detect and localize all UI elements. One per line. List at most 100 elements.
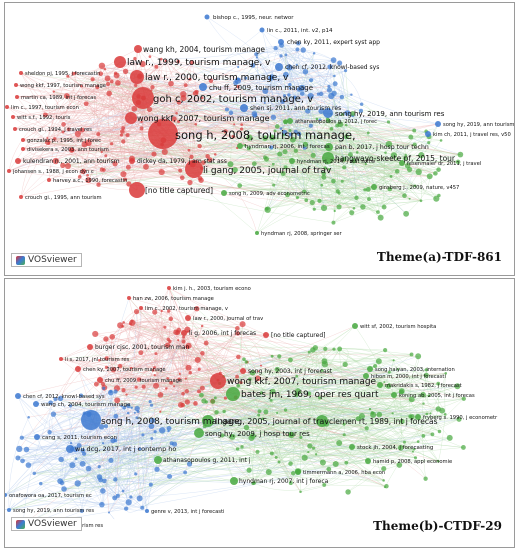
network-labels-b: kim j. h., 2003, tourism econo han zw, 20… (9, 286, 498, 529)
network-node (134, 405, 140, 412)
network-node (376, 411, 383, 418)
network-edge (126, 472, 186, 509)
network-edge (180, 404, 415, 450)
network-edge (22, 437, 450, 526)
network-node (157, 391, 164, 398)
network-edge (183, 87, 285, 96)
network-edge (60, 459, 101, 481)
network-edge (8, 117, 132, 172)
network-edge (352, 110, 389, 123)
network-edge (271, 119, 321, 148)
network-node-main (316, 415, 328, 427)
network-node (208, 78, 214, 83)
network-node (237, 65, 240, 69)
network-edge (266, 197, 357, 210)
network-node (345, 489, 351, 495)
network-edge (60, 358, 97, 385)
network-node (102, 386, 106, 390)
network-edge (399, 462, 426, 479)
network-edge (280, 55, 334, 62)
network-node (381, 204, 387, 210)
node-label: onafowora oa, 2017, tourism ec (9, 493, 92, 499)
network-node (288, 129, 292, 133)
network-node (387, 370, 391, 374)
network-node-main (66, 445, 74, 453)
network-edge (112, 336, 124, 391)
network-edge (164, 327, 182, 405)
network-edge (201, 395, 292, 436)
network-node (337, 121, 344, 128)
network-edge (280, 41, 362, 105)
network-node (240, 123, 244, 126)
network-node-main (425, 131, 431, 137)
network-node (176, 59, 180, 64)
network-edge (105, 318, 171, 340)
network-edge (89, 346, 152, 406)
network-node (141, 433, 145, 437)
network-node (98, 62, 106, 70)
network-node (263, 101, 266, 104)
network-node (109, 334, 116, 340)
network-edge (191, 62, 369, 134)
network-node (288, 82, 292, 87)
network-edge (409, 356, 419, 417)
network-node (300, 47, 306, 53)
network-node (317, 198, 322, 204)
network-edge (116, 388, 258, 453)
network-edge (141, 83, 172, 129)
network-node (277, 460, 281, 464)
node-label: goh c, 2002, tourism manage, v (153, 94, 313, 105)
network-edge (297, 185, 416, 201)
network-edge (136, 408, 148, 512)
network-edge (157, 401, 188, 461)
network-edge (179, 379, 412, 400)
network-node (46, 136, 49, 139)
network-edge (8, 417, 29, 511)
network-edge (300, 464, 400, 492)
network-node (123, 177, 127, 182)
network-edge (192, 308, 203, 354)
network-edge (187, 329, 393, 414)
network-edge (304, 457, 384, 481)
network-node-main (221, 190, 227, 196)
network-node (384, 151, 387, 154)
network-edge (106, 326, 165, 359)
network-node (79, 509, 84, 513)
network-edge (202, 334, 267, 354)
network-node (320, 204, 328, 212)
network-node (293, 148, 298, 153)
network-node (320, 368, 324, 373)
network-edge (72, 121, 142, 151)
network-edge (179, 343, 207, 380)
node-label: burger cjsc, 2001, tourism man (95, 344, 189, 351)
network-node (389, 175, 393, 178)
network-edge (128, 297, 162, 312)
network-node (76, 443, 82, 449)
network-node (178, 168, 183, 173)
node-label: song hy, 2019, ann tourism res (443, 122, 514, 128)
node-label: law r., 1999, tourism manage, v (127, 58, 271, 68)
vosviewer-logo-icon (16, 255, 25, 265)
network-edge (198, 398, 464, 434)
node-label: martin ca, 1989, int j forecas (21, 95, 96, 101)
network-edge (352, 113, 367, 165)
node-label: clemen rt, 1989, int j forecas (329, 417, 438, 426)
network-node (158, 168, 165, 176)
network-node (64, 162, 71, 170)
network-node (399, 389, 404, 395)
node-label: kim j. h., 2003, tourism econo (173, 286, 251, 292)
network-node (104, 365, 109, 370)
network-edge (123, 322, 154, 371)
network-node (439, 407, 446, 414)
network-node-main (399, 160, 405, 166)
network-edge (315, 347, 415, 450)
network-edge (117, 437, 301, 497)
network-edge (106, 358, 221, 374)
network-node (114, 397, 121, 404)
network-node (396, 462, 403, 468)
network-node (121, 489, 125, 493)
network-edge (223, 188, 439, 196)
network-edge (235, 169, 392, 177)
network-edge (339, 348, 428, 415)
network-edge (143, 383, 200, 392)
